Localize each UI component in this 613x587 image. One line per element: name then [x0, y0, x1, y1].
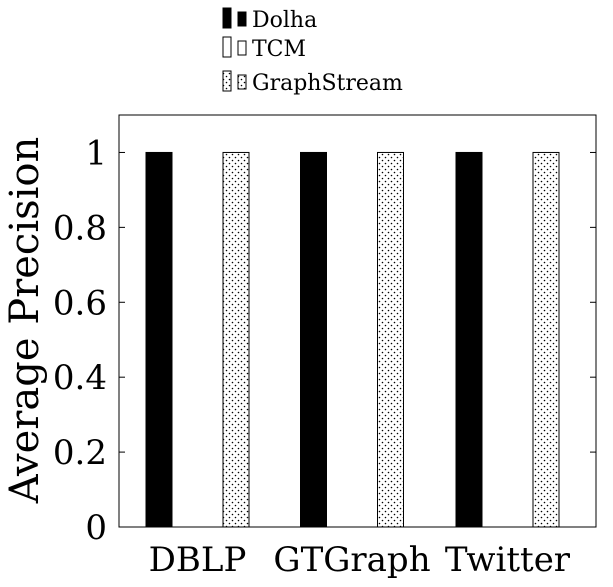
y-tick-label: 0.2 [53, 433, 107, 473]
legend-swatch-small [237, 11, 247, 27]
y-axis-ticks: 0 0.2 0.4 0.6 0.8 1 [53, 133, 596, 548]
y-axis-label: Average Precision [2, 137, 48, 505]
legend: Dolha TCM GraphStream [222, 7, 403, 96]
bar-graphstream-dblp [222, 151, 250, 528]
x-axis-tick-labels: DBLP GTGraph Twitter [149, 540, 571, 580]
legend-swatch [222, 70, 232, 92]
legend-swatch-small [237, 40, 247, 56]
bar-graphstream-gtgraph [377, 151, 404, 528]
x-tick-label: Twitter [445, 540, 571, 580]
legend-swatch-small [237, 74, 247, 90]
y-tick-label: 0.4 [53, 358, 107, 398]
y-tick-label: 0.8 [53, 208, 107, 248]
x-tick-label: GTGraph [273, 540, 430, 580]
y-tick-label: 0 [85, 508, 107, 548]
legend-label: GraphStream [252, 71, 403, 96]
y-tick-label: 0.6 [53, 283, 107, 323]
bar-dolha-dblp [145, 151, 173, 528]
y-tick-label: 1 [85, 133, 107, 173]
bar-graphstream-twitter [532, 151, 560, 528]
x-tick-label: DBLP [149, 540, 247, 580]
plot-frame [118, 114, 597, 528]
bar-dolha-twitter [455, 151, 483, 528]
legend-swatch [222, 36, 232, 58]
legend-swatch [222, 7, 232, 29]
legend-label: TCM [252, 37, 306, 62]
bars [145, 151, 560, 528]
bar-dolha-gtgraph [300, 151, 327, 528]
legend-label: Dolha [252, 8, 317, 33]
